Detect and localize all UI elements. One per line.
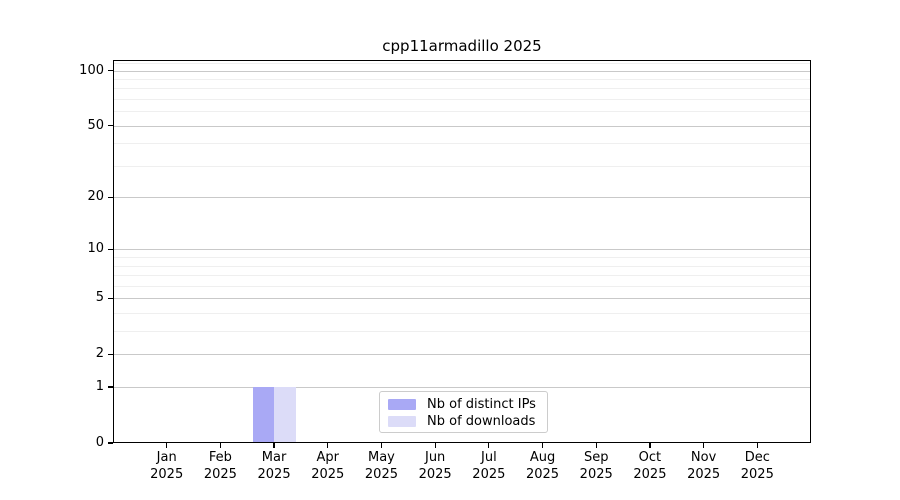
- legend: Nb of distinct IPs Nb of downloads: [379, 391, 548, 433]
- gridline-minor-40: [113, 143, 811, 145]
- gridline-minor-3: [113, 331, 811, 333]
- x-tick-jan: [166, 443, 168, 448]
- legend-swatch-downloads: [388, 416, 416, 427]
- x-tick-label-apr: Apr 2025: [311, 450, 345, 482]
- y-tick-20: [108, 196, 113, 198]
- y-tick-label-1: 1: [95, 379, 104, 395]
- x-tick-apr: [327, 443, 329, 448]
- gridline-minor-60: [113, 111, 811, 113]
- gridline-major-20: [113, 197, 811, 199]
- gridline-minor-80: [113, 88, 811, 90]
- x-tick-label-mar: Mar 2025: [257, 450, 291, 482]
- x-tick-label-aug: Aug 2025: [525, 450, 560, 482]
- gridline-minor-70: [113, 99, 811, 100]
- x-tick-dec: [756, 443, 758, 448]
- y-tick-10: [108, 248, 113, 251]
- gridline-minor-6: [113, 285, 811, 287]
- x-tick-aug: [541, 443, 544, 448]
- x-tick-label-feb: Feb 2025: [203, 450, 237, 482]
- x-tick-label-jun: Jun 2025: [418, 450, 452, 482]
- legend-item-downloads: Nb of downloads: [388, 413, 539, 430]
- y-tick-2: [108, 353, 113, 355]
- y-tick-5: [108, 297, 113, 299]
- y-tick-label-0: 0: [95, 435, 104, 450]
- gridline-minor-30: [113, 165, 811, 167]
- bar-mar-distinct-ips: [252, 387, 275, 443]
- gridline-major-10: [113, 249, 811, 251]
- y-tick-label-5: 5: [95, 290, 104, 306]
- gridline-minor-90: [113, 78, 811, 80]
- x-tick-label-jan: Jan 2025: [150, 450, 184, 482]
- x-tick-sep: [595, 443, 597, 448]
- x-tick-jul: [488, 443, 490, 448]
- x-tick-nov: [703, 443, 705, 448]
- x-tick-label-sep: Sep 2025: [579, 450, 613, 482]
- gridline-minor-110: [113, 62, 811, 64]
- gridline-major-1: [113, 387, 811, 389]
- x-tick-oct: [649, 443, 651, 448]
- x-tick-may: [380, 443, 383, 448]
- gridline-minor-4: [113, 313, 811, 315]
- y-tick-100: [108, 69, 113, 72]
- bar-mar-downloads: [274, 387, 296, 443]
- y-tick-label-2: 2: [95, 346, 104, 362]
- chart-title: cpp11armadillo 2025: [382, 37, 542, 55]
- y-tick-label-100: 100: [79, 62, 104, 78]
- x-tick-label-dec: Dec 2025: [740, 450, 774, 482]
- x-tick-label-oct: Oct 2025: [633, 450, 667, 482]
- x-tick-label-jul: Jul 2025: [472, 450, 506, 482]
- legend-label-distinct-ips: Nb of distinct IPs: [427, 397, 536, 412]
- legend-swatch-distinct-ips: [388, 399, 416, 410]
- x-tick-jun: [434, 443, 436, 448]
- gridline-major-50: [113, 125, 811, 127]
- y-tick-label-10: 10: [87, 241, 104, 257]
- y-tick-0: [108, 442, 113, 444]
- y-tick-label-50: 50: [87, 117, 104, 133]
- plot-area: [113, 60, 811, 443]
- legend-label-downloads: Nb of downloads: [427, 414, 536, 429]
- y-tick-1: [108, 386, 113, 388]
- gridline-minor-9: [113, 257, 811, 259]
- y-tick-label-20: 20: [87, 189, 104, 205]
- gridline-major-2: [113, 354, 811, 356]
- x-tick-mar: [273, 443, 275, 448]
- x-tick-label-nov: Nov 2025: [687, 450, 721, 482]
- x-tick-label-may: May 2025: [364, 450, 398, 482]
- gridline-minor-7: [113, 275, 811, 277]
- y-tick-50: [108, 125, 113, 127]
- gridline-minor-8: [113, 265, 811, 267]
- gridline-major-100: [113, 70, 811, 72]
- gridline-major-5: [113, 298, 811, 300]
- legend-item-distinct-ips: Nb of distinct IPs: [388, 396, 539, 413]
- x-tick-feb: [219, 443, 221, 448]
